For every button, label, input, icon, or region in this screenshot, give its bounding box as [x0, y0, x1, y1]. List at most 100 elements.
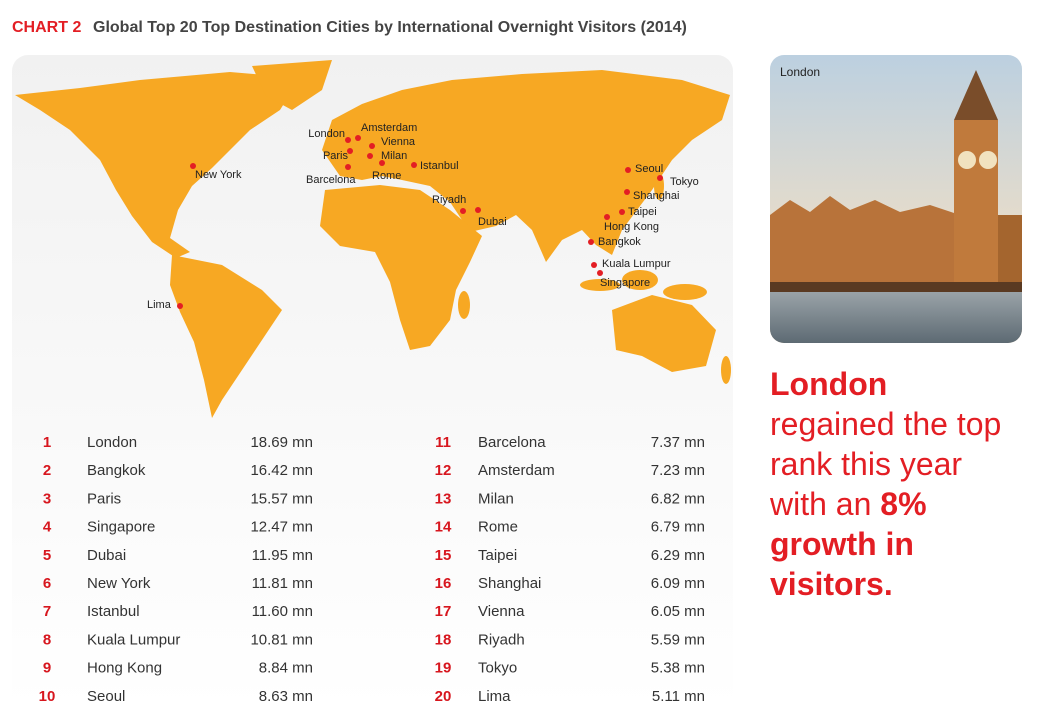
visitors: 6.82 mn [651, 490, 705, 507]
city-dot [604, 214, 610, 220]
rank: 12 [435, 462, 452, 479]
chart-title: Global Top 20 Top Destination Cities by … [93, 19, 687, 36]
visitors: 5.11 mn [652, 688, 705, 705]
city-label: New York [195, 169, 242, 181]
city-dot [591, 262, 597, 268]
rank: 16 [435, 575, 452, 592]
visitors: 6.09 mn [651, 575, 705, 592]
city-label: Taipei [628, 206, 657, 218]
chart-label: CHART 2 [12, 19, 81, 36]
city-label: Shanghai [633, 190, 680, 202]
city-name: Hong Kong [87, 660, 162, 677]
london-photo [770, 55, 1022, 343]
side-body: regained the top rank this year with an [770, 406, 1002, 522]
city-name: Amsterdam [478, 462, 555, 479]
city-dot [190, 163, 196, 169]
city-name: Barcelona [478, 434, 546, 451]
city-dot [588, 239, 594, 245]
city-dot [345, 164, 351, 170]
photo-caption: London [780, 65, 820, 79]
city-name: Lima [478, 688, 511, 705]
city-name: Tokyo [478, 660, 517, 677]
rank: 3 [43, 490, 51, 507]
city-label: London [308, 128, 345, 140]
city-label: Tokyo [670, 176, 699, 188]
rank: 7 [43, 603, 51, 620]
rank: 6 [43, 575, 51, 592]
city-dot [347, 148, 353, 154]
visitors: 6.29 mn [651, 547, 705, 564]
city-name: Milan [478, 490, 514, 507]
city-label: Milan [381, 150, 407, 162]
city-label: Barcelona [306, 174, 356, 186]
city-dot [624, 189, 630, 195]
city-dot [597, 270, 603, 276]
city-name: Seoul [87, 688, 125, 705]
city-label: Hong Kong [604, 221, 659, 233]
city-dot [355, 135, 361, 141]
rank: 2 [43, 462, 51, 479]
city-name: Dubai [87, 547, 126, 564]
city-dot [625, 167, 631, 173]
rank: 10 [39, 688, 56, 705]
visitors: 7.37 mn [651, 434, 705, 451]
rank: 13 [435, 490, 452, 507]
city-dot [657, 175, 663, 181]
city-dot [411, 162, 417, 168]
city-name: Rome [478, 519, 518, 536]
city-label: Kuala Lumpur [602, 258, 671, 270]
city-dot [369, 143, 375, 149]
visitors: 10.81 mn [250, 631, 313, 648]
visitors: 8.84 mn [259, 660, 313, 677]
city-dot [460, 208, 466, 214]
city-markers: London Amsterdam Vienna Paris Milan Istanbul B… [147, 122, 699, 311]
visitors: 6.05 mn [651, 603, 705, 620]
city-dot [475, 207, 481, 213]
city-dot [619, 209, 625, 215]
city-name: Shanghai [478, 575, 541, 592]
visitors: 11.60 mn [252, 603, 313, 620]
side-highlight: London [770, 366, 888, 402]
city-name: Kuala Lumpur [87, 631, 180, 648]
city-name: Istanbul [87, 603, 140, 620]
rank: 20 [435, 688, 452, 705]
city-label: Singapore [600, 277, 650, 289]
city-name: Taipei [478, 547, 517, 564]
visitors: 6.79 mn [651, 519, 705, 536]
rank: 9 [43, 660, 51, 677]
city-label: Rome [372, 170, 401, 182]
city-name: Paris [87, 490, 121, 507]
city-dot [379, 160, 385, 166]
city-label: Amsterdam [361, 122, 417, 134]
rank: 8 [43, 631, 51, 648]
city-dot [367, 153, 373, 159]
ranking-table: 1 London 18.69 mn 2 Bangkok 16.42 mn 3 Paris 15.… [39, 434, 705, 705]
rank: 19 [435, 660, 452, 677]
city-label: Istanbul [420, 160, 459, 172]
visitors: 8.63 mn [259, 688, 313, 705]
world-map [15, 60, 731, 418]
rank: 14 [435, 519, 452, 536]
side-emphasis: 8% growth in visitors. [770, 486, 927, 602]
rank: 4 [43, 519, 52, 536]
rank: 5 [43, 547, 51, 564]
visitors: 11.81 mn [252, 575, 313, 592]
visitors: 12.47 mn [250, 519, 313, 536]
city-label: Vienna [381, 136, 416, 148]
visitors: 16.42 mn [250, 462, 313, 479]
visitors: 11.95 mn [252, 547, 313, 564]
city-label: Paris [323, 150, 349, 162]
rank: 17 [435, 603, 452, 620]
city-name: New York [87, 575, 151, 592]
visitors: 18.69 mn [250, 434, 313, 451]
city-dot [345, 137, 351, 143]
city-name: Vienna [478, 603, 525, 620]
city-name: Riyadh [478, 631, 525, 648]
city-name: Singapore [87, 519, 155, 536]
side-text: London regained the top rank this year w… [770, 364, 1020, 604]
rank: 15 [435, 547, 452, 564]
visitors: 5.59 mn [651, 631, 705, 648]
